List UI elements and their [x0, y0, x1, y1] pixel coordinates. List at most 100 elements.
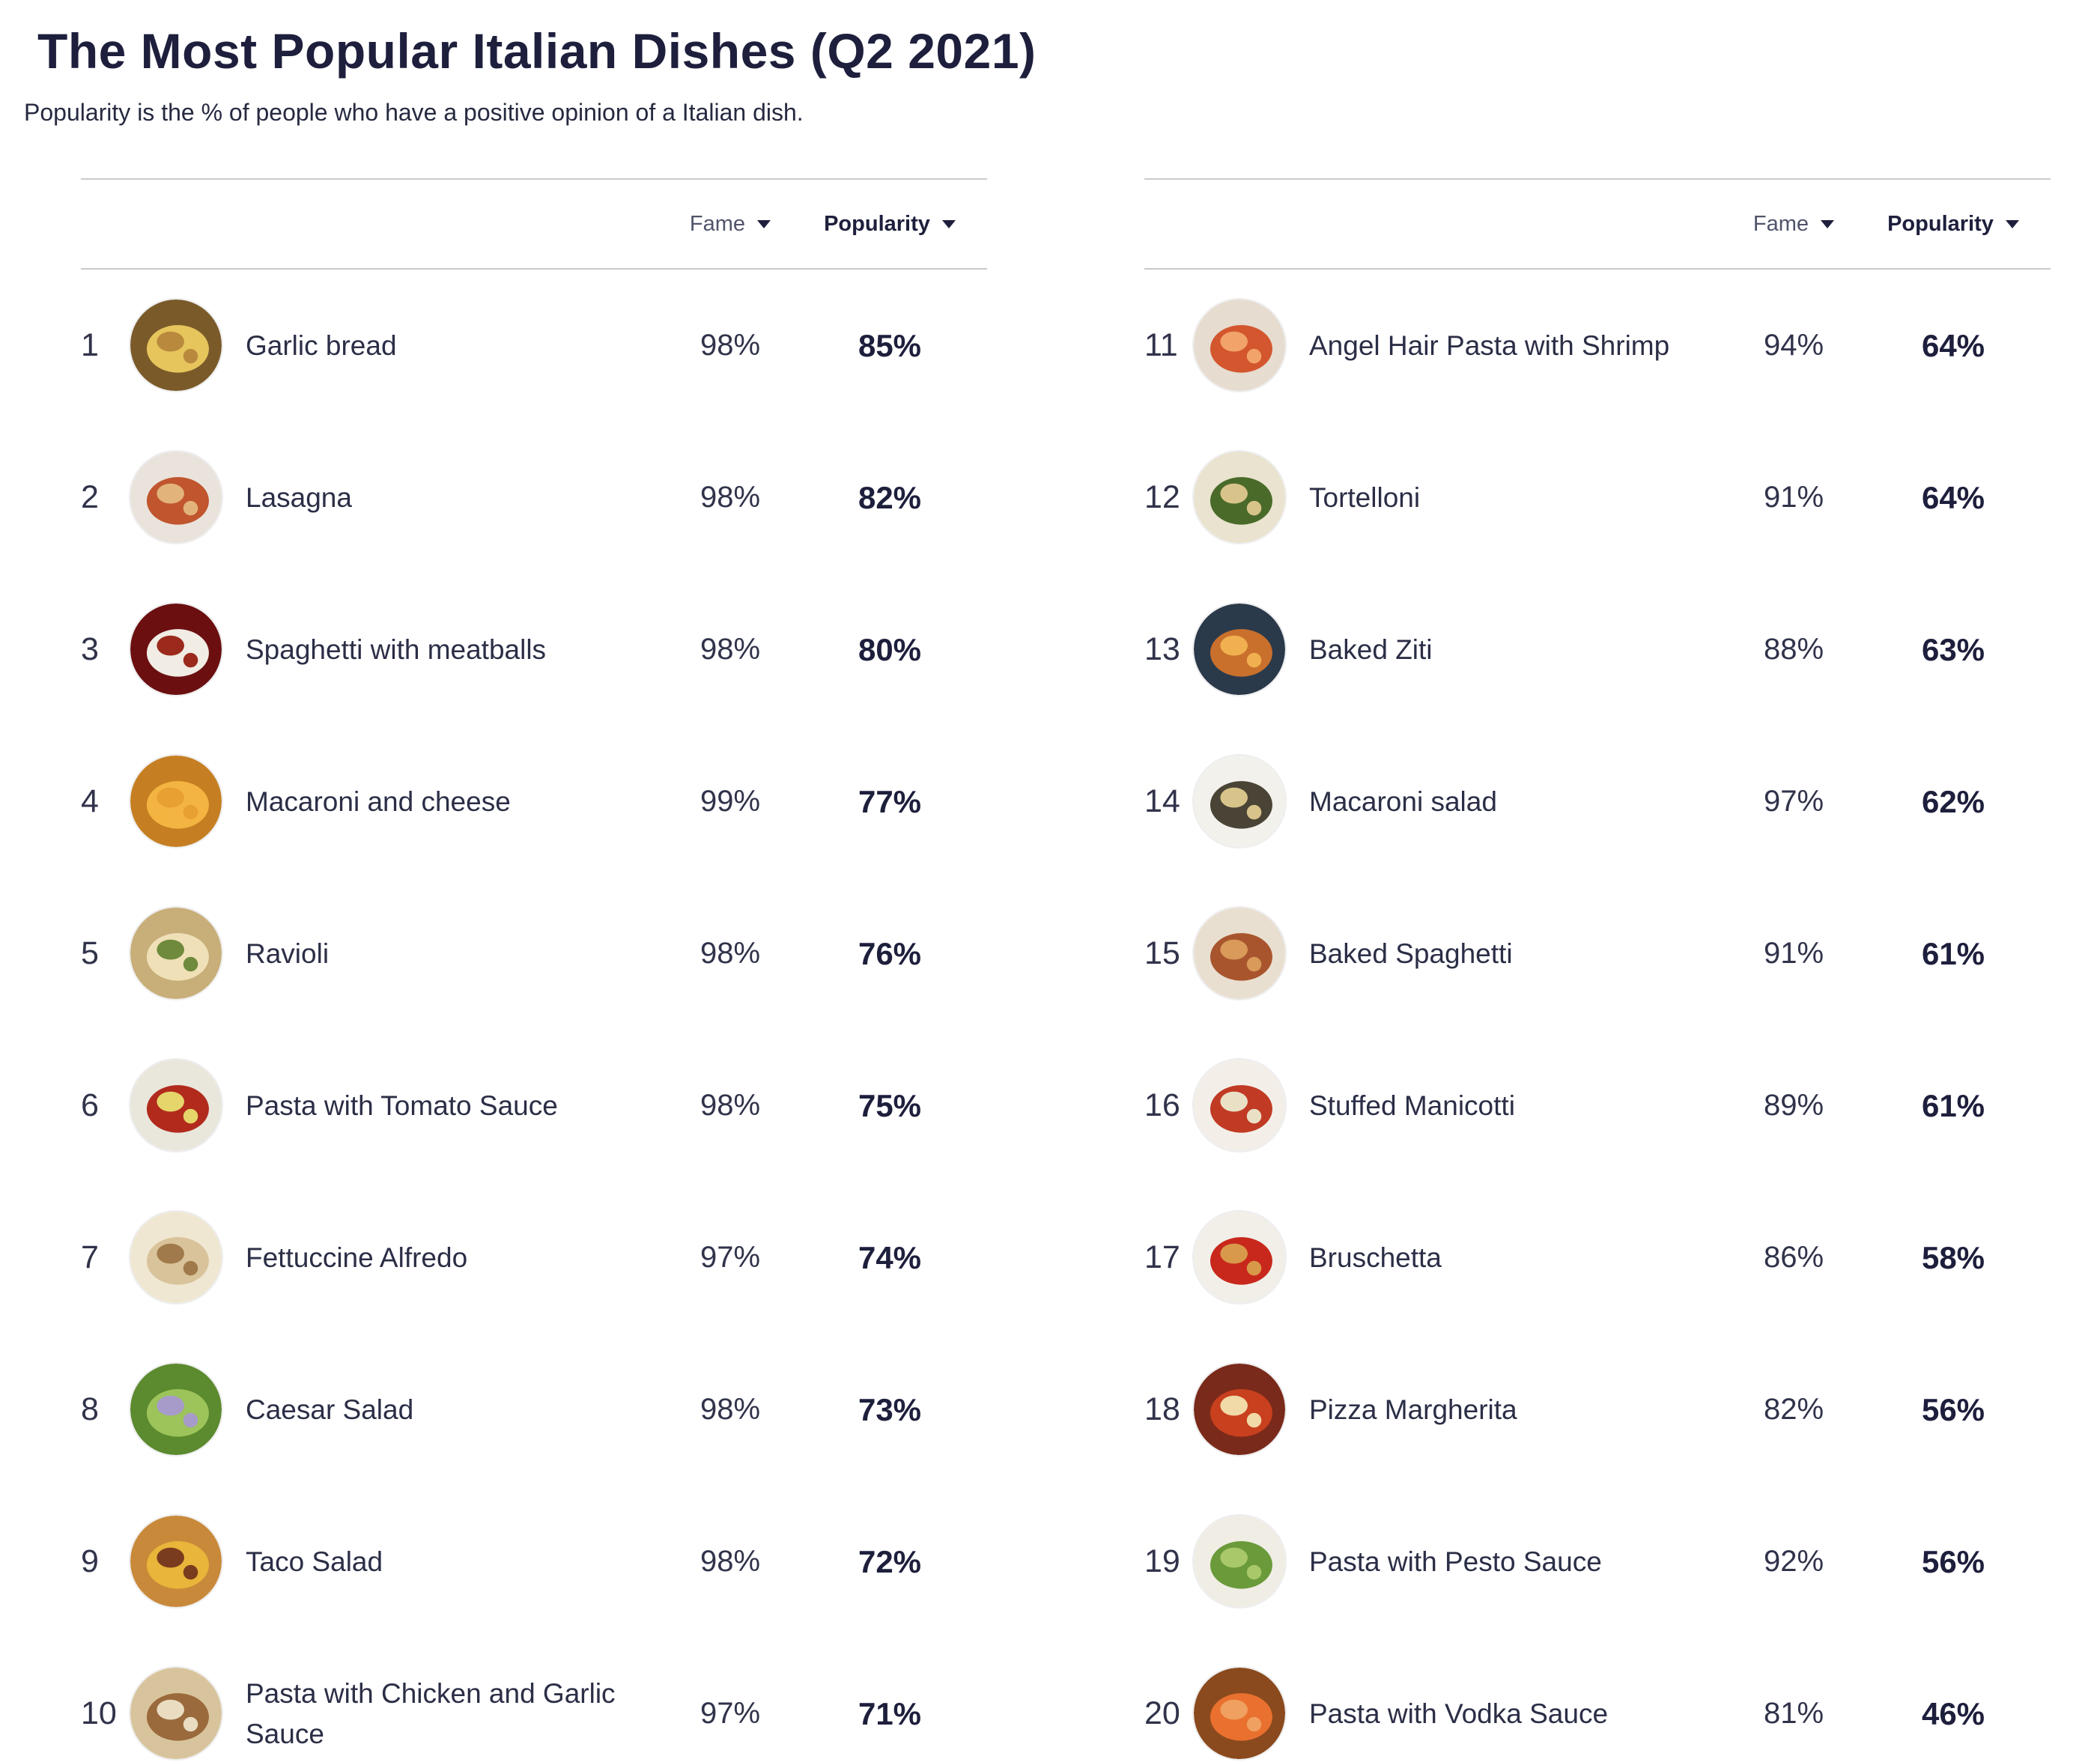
table-row[interactable]: 20 Pasta with Vodka Sauce 81% 46% [1144, 1638, 2051, 1762]
fame-column-label: Fame [1752, 211, 1809, 236]
dish-name: Lasagna [246, 481, 352, 513]
table-row[interactable]: 14 Macaroni salad 97% 62% [1144, 726, 2051, 878]
table-header: Fame Popularity [1144, 178, 2051, 270]
dish-thumbnail [130, 1212, 222, 1303]
popularity-value: 61% [1921, 1087, 1985, 1123]
ranking-table-right: Fame Popularity 11 Angel Hair Pasta with… [1144, 178, 2051, 1762]
dish-thumbnail [1194, 1516, 1285, 1607]
stuffed-manicotti-image [1194, 1060, 1285, 1151]
popularity-value: 85% [858, 327, 922, 363]
popularity-value: 75% [858, 1087, 922, 1123]
dish-name: Pasta with Chicken and Garlic Sauce [246, 1677, 616, 1749]
baked-spaghetti-image [1194, 908, 1285, 999]
dish-thumbnail [130, 908, 222, 999]
table-row[interactable]: 16 Stuffed Manicotti 89% 61% [1144, 1030, 2051, 1182]
dish-thumbnail [1194, 1668, 1285, 1759]
dish-name: Caesar Salad [246, 1394, 414, 1425]
caret-down-icon [2005, 219, 2019, 228]
dish-thumbnail [1194, 1060, 1285, 1151]
table-row[interactable]: 5 Ravioli 98% 76% [81, 878, 987, 1030]
table-row[interactable]: 7 Fettuccine Alfredo 97% 74% [81, 1182, 987, 1334]
caret-down-icon [1821, 219, 1835, 228]
fame-value: 94% [1763, 329, 1824, 362]
spaghetti-with-meatballs-image [130, 604, 222, 695]
fame-value: 89% [1763, 1089, 1824, 1122]
fame-value: 98% [700, 1393, 761, 1426]
table-row[interactable]: 13 Baked Ziti 88% 63% [1144, 574, 2051, 726]
dish-name: Baked Ziti [1309, 634, 1433, 665]
dish-thumbnail [130, 756, 222, 847]
dish-thumbnail [1194, 1212, 1285, 1303]
popularity-value: 74% [858, 1239, 922, 1275]
popularity-value: 72% [858, 1543, 922, 1579]
table-header: Fame Popularity [81, 178, 987, 270]
dish-name: Pasta with Tomato Sauce [246, 1090, 558, 1121]
ravioli-image [130, 908, 222, 999]
table-row[interactable]: 6 Pasta with Tomato Sauce 98% 75% [81, 1030, 987, 1182]
table-row[interactable]: 12 Tortelloni 91% 64% [1144, 422, 2051, 574]
dish-thumbnail [1194, 604, 1285, 695]
rank-number: 11 [1144, 327, 1178, 363]
sort-by-popularity-button[interactable]: Popularity [800, 180, 980, 268]
popularity-value: 76% [858, 935, 922, 971]
sort-by-fame-button[interactable]: Fame [667, 180, 794, 268]
dish-thumbnail [130, 300, 222, 391]
dish-name: Pasta with Pesto Sauce [1309, 1546, 1602, 1577]
table-row[interactable]: 19 Pasta with Pesto Sauce 92% 56% [1144, 1486, 2051, 1638]
rank-number: 4 [81, 783, 99, 819]
dish-thumbnail [130, 1668, 222, 1759]
dish-name: Bruschetta [1309, 1242, 1442, 1273]
macaroni-and-cheese-image [130, 756, 222, 847]
rank-number: 17 [1144, 1239, 1180, 1275]
page-title: The Most Popular Italian Dishes (Q2 2021… [37, 23, 1037, 79]
table-row[interactable]: 15 Baked Spaghetti 91% 61% [1144, 878, 2051, 1030]
dish-thumbnail [130, 1060, 222, 1151]
dish-name: Baked Spaghetti [1309, 938, 1513, 969]
fettuccine-alfredo-image [130, 1212, 222, 1303]
ranking-table-left: Fame Popularity 1 Garlic bread 98% 85% 2 [81, 178, 987, 1762]
dish-thumbnail [1194, 452, 1285, 543]
popularity-value: 73% [858, 1391, 922, 1427]
rank-number: 8 [81, 1391, 99, 1427]
table-row[interactable]: 2 Lasagna 98% 82% [81, 422, 987, 574]
rank-number: 7 [81, 1239, 99, 1275]
fame-value: 98% [700, 481, 761, 514]
rank-number: 15 [1144, 935, 1180, 971]
table-row[interactable]: 18 Pizza Margherita 82% 56% [1144, 1334, 2051, 1486]
rank-number: 10 [81, 1695, 117, 1731]
dish-name: Garlic bread [246, 329, 397, 361]
popularity-value: 71% [858, 1695, 922, 1731]
rank-number: 9 [81, 1543, 99, 1579]
pasta-with-chicken-and-garlic-sauce-image [130, 1668, 222, 1759]
angel-hair-pasta-with-shrimp-image [1194, 300, 1285, 391]
table-row[interactable]: 10 Pasta with Chicken and Garlic Sauce 9… [81, 1638, 987, 1762]
sort-by-popularity-button[interactable]: Popularity [1863, 180, 2043, 268]
dish-name: Angel Hair Pasta with Shrimp [1309, 329, 1670, 361]
rank-number: 6 [81, 1087, 99, 1123]
fame-value: 86% [1763, 1241, 1824, 1274]
sort-by-fame-button[interactable]: Fame [1730, 180, 1857, 268]
fame-value: 98% [700, 1089, 761, 1122]
pizza-margherita-image [1194, 1364, 1285, 1455]
dish-thumbnail [130, 1364, 222, 1455]
table-row[interactable]: 3 Spaghetti with meatballs 98% 80% [81, 574, 987, 726]
table-row[interactable]: 11 Angel Hair Pasta with Shrimp 94% 64% [1144, 270, 2051, 422]
fame-value: 92% [1763, 1545, 1824, 1578]
table-row[interactable]: 9 Taco Salad 98% 72% [81, 1486, 987, 1638]
table-row[interactable]: 4 Macaroni and cheese 99% 77% [81, 726, 987, 878]
dish-name: Ravioli [246, 938, 330, 969]
table-row[interactable]: 17 Bruschetta 86% 58% [1144, 1182, 2051, 1334]
popularity-value: 77% [858, 783, 922, 819]
pasta-with-vodka-sauce-image [1194, 1668, 1285, 1759]
table-row[interactable]: 1 Garlic bread 98% 85% [81, 270, 987, 422]
fame-value: 97% [700, 1697, 761, 1730]
dish-thumbnail [1194, 756, 1285, 847]
table-row[interactable]: 8 Caesar Salad 98% 73% [81, 1334, 987, 1486]
dish-name: Macaroni salad [1309, 786, 1497, 817]
tortelloni-image [1194, 452, 1285, 543]
popularity-value: 80% [858, 631, 922, 667]
page-subtitle: Popularity is the % of people who have a… [24, 99, 804, 126]
rank-number: 1 [81, 327, 99, 363]
taco-salad-image [130, 1516, 222, 1607]
